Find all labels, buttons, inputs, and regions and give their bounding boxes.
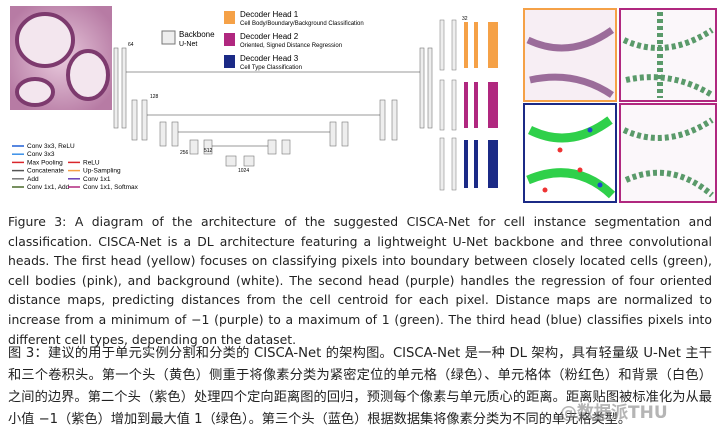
output-panel [523, 103, 617, 203]
output-panel [619, 8, 717, 102]
caption-en: Figure 3: A diagram of the architecture … [8, 214, 712, 347]
channel-label: 128 [150, 94, 159, 100]
channel-label: 512 [204, 148, 213, 154]
cells [622, 117, 714, 198]
legend-text: Cell Type Classification [240, 65, 302, 71]
legend-text: Decoder Head 2 [240, 32, 299, 41]
legend-box [224, 55, 235, 68]
channel-label: 256 [180, 150, 189, 156]
gland [15, 12, 75, 68]
legend-text: Decoder Head 1 [240, 10, 299, 19]
legend-box [161, 30, 176, 45]
caption-zh: 图 3：建议的用于单元实例分割和分类的 CISCA-Net 的架构图。CISCA… [8, 346, 712, 427]
cell-dots [542, 147, 583, 193]
watermark: @数据派THU [560, 403, 668, 423]
legend-text: ReLU [83, 159, 100, 166]
legend-text: Concatenate [27, 168, 64, 175]
channel-label: 32 [462, 16, 468, 22]
legend-text: Up-Sampling [83, 168, 121, 175]
legend-text: Add [27, 176, 39, 183]
head3 [439, 137, 498, 191]
legend-box [224, 33, 235, 46]
channel-label: 64 [128, 42, 134, 48]
legend-text: U-Net [179, 41, 197, 48]
figure: Backbone U-Net Decoder Head 1 Cell Body/… [10, 6, 717, 203]
cells [526, 116, 616, 199]
channel-label: 1024 [238, 168, 249, 174]
legend-text: Cell Body/Boundary/Background Classifica… [240, 21, 364, 27]
cells [622, 12, 714, 98]
legend-text: Max Pooling [27, 159, 63, 166]
legend-text: Backbone [179, 30, 215, 39]
gland [66, 49, 110, 101]
legend-text: Conv 1x1, Softmax [83, 184, 139, 191]
legend-box [224, 11, 235, 24]
legend-text: Conv 3x3, ReLU [27, 143, 75, 150]
legend-text: Conv 1x1 [83, 176, 111, 183]
skip-connection [126, 71, 420, 147]
head1 [439, 19, 498, 71]
legend-text: Decoder Head 3 [240, 54, 299, 63]
head2 [439, 79, 498, 131]
gland [15, 77, 55, 107]
unet [113, 47, 433, 167]
cells [526, 27, 615, 98]
legend-text: Conv 1x1, Add [27, 184, 70, 191]
cell-dots [587, 127, 603, 188]
legend-text: Conv 3x3 [27, 151, 55, 158]
legend-text: Oriented, Signed Distance Regression [240, 43, 342, 49]
